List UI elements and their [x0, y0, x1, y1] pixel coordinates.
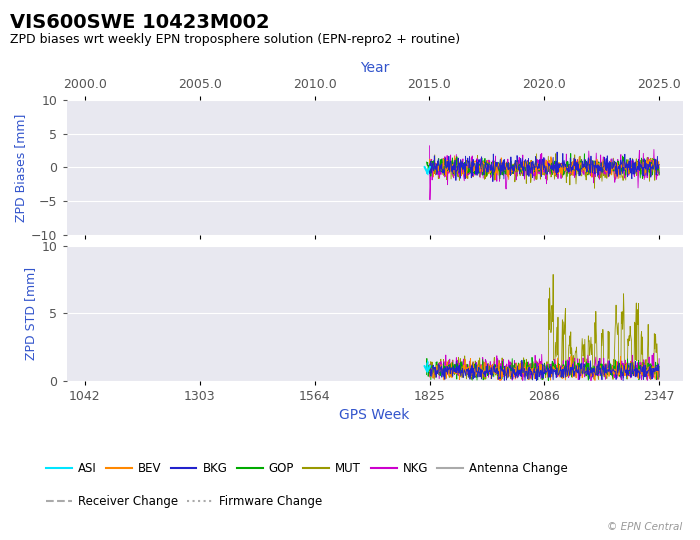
BEV [426, 165, 434, 171]
BEV [450, 152, 459, 159]
MUT [552, 151, 560, 157]
GOP [644, 163, 652, 169]
NKG [555, 164, 564, 171]
Legend: Receiver Change, Firmware Change: Receiver Change, Firmware Change [41, 490, 327, 512]
NKG [655, 169, 664, 176]
MUT [503, 159, 511, 165]
MUT [555, 165, 564, 171]
BEV [498, 166, 506, 172]
Text: VIS600SWE 10423M002: VIS600SWE 10423M002 [10, 14, 270, 32]
BEV [655, 165, 664, 172]
Text: © EPN Central: © EPN Central [608, 522, 682, 532]
ASI [424, 170, 432, 176]
Line: MUT: MUT [430, 154, 659, 188]
BKG [638, 172, 647, 179]
GOP [422, 159, 430, 165]
Legend: ASI, BEV, BKG, GOP, MUT, NKG, Antenna Change: ASI, BEV, BKG, GOP, MUT, NKG, Antenna Ch… [41, 458, 573, 480]
NKG [430, 165, 438, 172]
GOP [524, 166, 532, 172]
BKG [596, 168, 605, 174]
Text: ZPD biases wrt weekly EPN troposphere solution (EPN-repro2 + routine): ZPD biases wrt weekly EPN troposphere so… [10, 33, 461, 46]
BKG [655, 161, 664, 168]
MUT [430, 168, 438, 175]
NKG [426, 197, 434, 203]
GOP [470, 171, 479, 177]
BEV [556, 168, 564, 175]
BKG [553, 149, 561, 156]
Line: ASI: ASI [427, 173, 428, 175]
GOP [571, 168, 580, 174]
BKG [503, 163, 512, 170]
MUT [590, 185, 598, 192]
MUT [655, 172, 664, 178]
Line: GOP: GOP [426, 153, 659, 179]
MUT [596, 174, 605, 181]
BEV [491, 177, 500, 183]
ASI [424, 172, 433, 178]
GOP [463, 166, 472, 173]
BKG [430, 163, 438, 170]
Line: NKG: NKG [430, 146, 659, 200]
BEV [638, 172, 647, 178]
X-axis label: Year: Year [360, 62, 389, 75]
NKG [497, 169, 505, 176]
BKG [497, 163, 505, 169]
GOP [496, 176, 504, 182]
NKG [503, 167, 512, 174]
BKG [426, 160, 434, 167]
MUT [638, 166, 647, 172]
X-axis label: GPS Week: GPS Week [340, 408, 410, 422]
Y-axis label: ZPD Biases [mm]: ZPD Biases [mm] [14, 113, 27, 221]
GOP [601, 162, 609, 168]
NKG [596, 170, 604, 177]
GOP [566, 150, 575, 157]
MUT [426, 165, 434, 171]
Line: BKG: BKG [430, 152, 659, 181]
NKG [638, 156, 646, 163]
BEV [430, 165, 438, 171]
ASI [423, 171, 431, 177]
Line: BEV: BEV [430, 156, 659, 180]
BKG [556, 164, 564, 171]
BEV [596, 165, 605, 172]
BEV [503, 173, 512, 179]
GOP [655, 172, 664, 178]
BKG [489, 178, 497, 185]
MUT [496, 167, 505, 174]
NKG [426, 143, 434, 149]
Y-axis label: ZPD STD [mm]: ZPD STD [mm] [25, 267, 37, 360]
